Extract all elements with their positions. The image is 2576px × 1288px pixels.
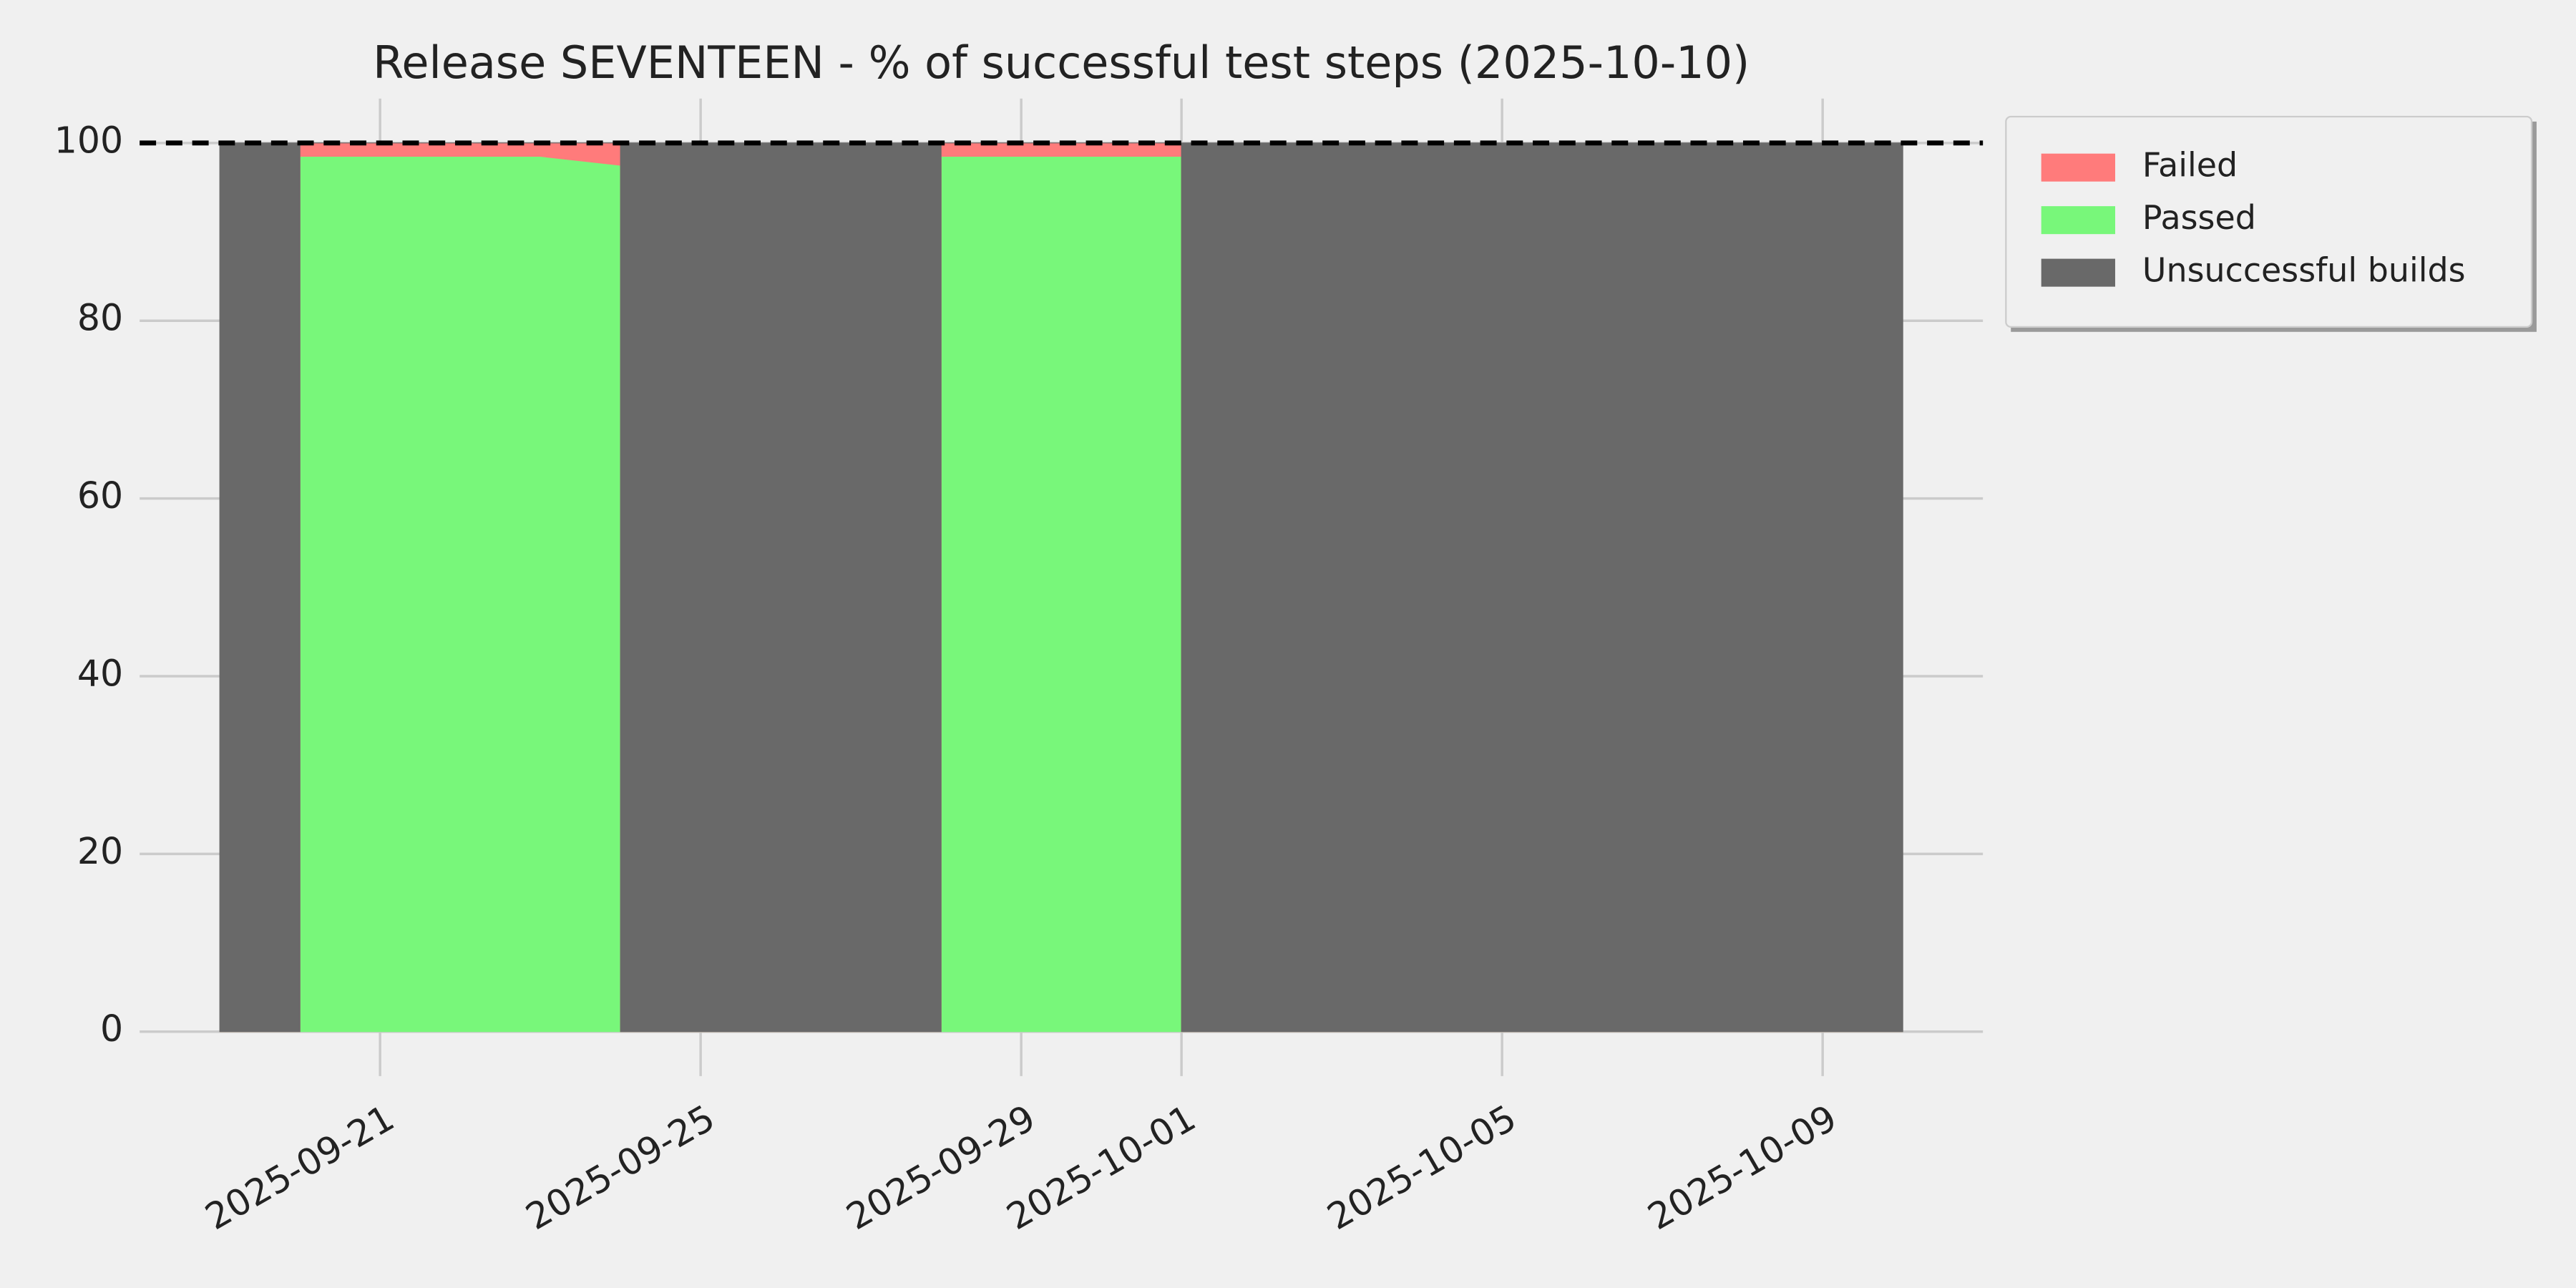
y-tick-label: 100: [54, 119, 123, 161]
chart-title: Release SEVENTEEN - % of successful test…: [373, 36, 1750, 89]
y-tick-label: 40: [77, 652, 123, 694]
areas: [219, 142, 1903, 1033]
y-tick-label: 60: [77, 474, 123, 517]
y-tick-label: 20: [77, 830, 123, 872]
legend-swatch: [2041, 153, 2115, 182]
y-tick-label: 0: [100, 1008, 123, 1050]
legend-label: Unsuccessful builds: [2142, 251, 2466, 290]
legend: Failed Passed Unsuccessful builds: [2005, 115, 2537, 332]
legend-label: Failed: [2142, 146, 2238, 185]
y-tick-label: 80: [77, 297, 123, 339]
legend-swatch: [2041, 258, 2115, 287]
legend-swatch: [2041, 206, 2115, 235]
legend-box: [2005, 115, 2533, 328]
legend-label: Passed: [2142, 198, 2256, 237]
